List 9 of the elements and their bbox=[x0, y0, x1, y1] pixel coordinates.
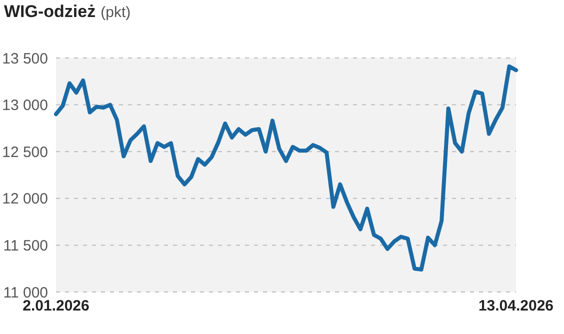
chart-title: WIG-odzież bbox=[4, 2, 96, 21]
line-series bbox=[54, 64, 518, 272]
y-tick-label: 11 500 bbox=[3, 238, 48, 255]
x-tick-label: 13.04.2026 bbox=[478, 298, 554, 315]
y-tick-label: 12 000 bbox=[2, 190, 48, 208]
y-tick-label: 13 500 bbox=[2, 50, 48, 68]
y-tick-label: 12 500 bbox=[2, 144, 48, 161]
chart-subtitle: (pkt) bbox=[100, 4, 131, 21]
y-tick-label: 13 000 bbox=[2, 97, 48, 114]
